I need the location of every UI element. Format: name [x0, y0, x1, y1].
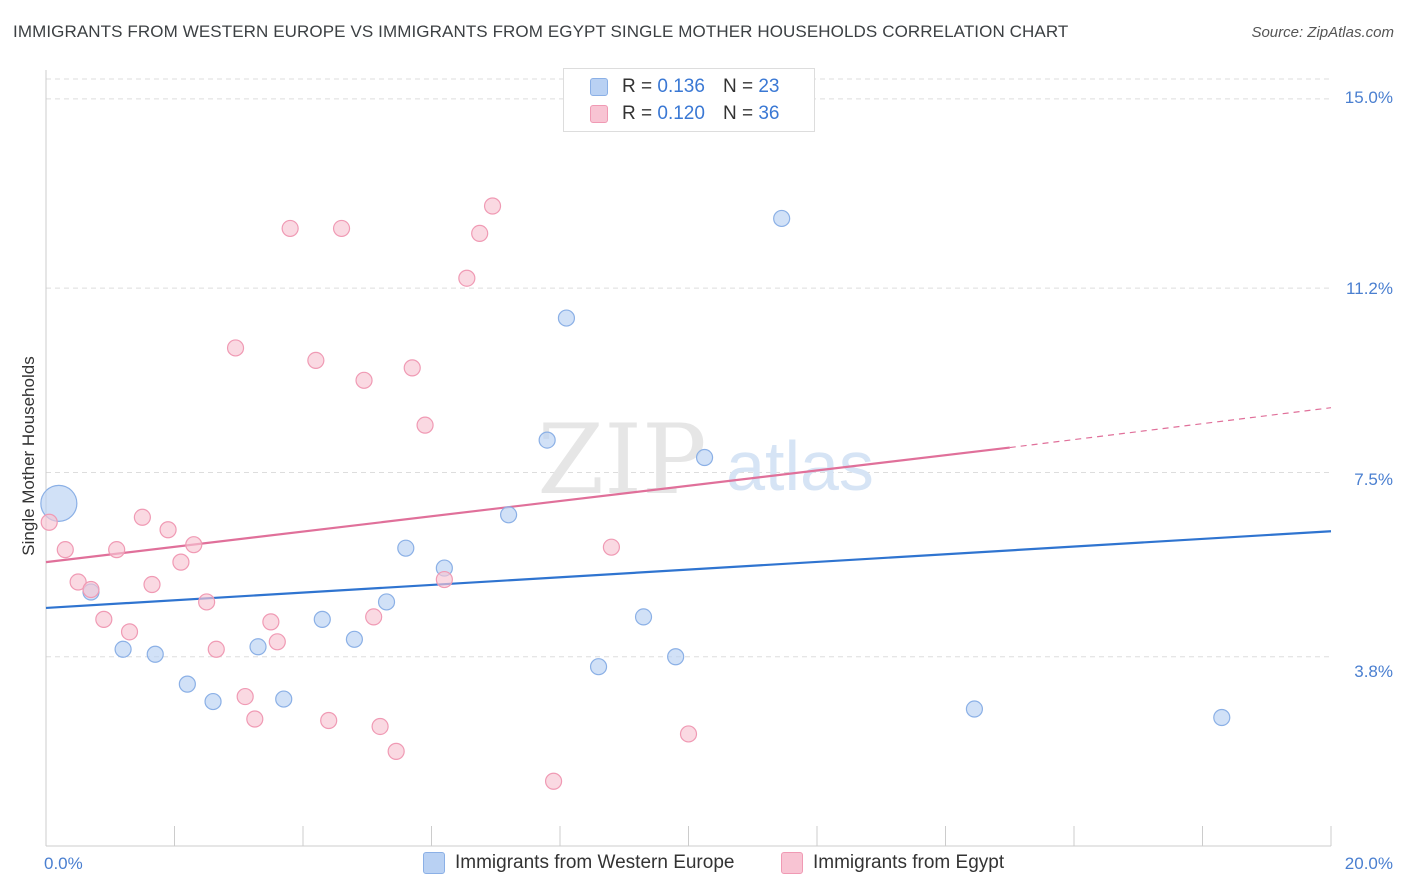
point-western-europe: [695, 448, 714, 467]
legend-item-egypt[interactable]: Immigrants from Egypt: [781, 852, 1004, 874]
point-egypt: [602, 538, 621, 556]
point-egypt: [207, 640, 225, 658]
point-egypt: [332, 219, 351, 238]
point-egypt: [307, 351, 325, 369]
point-western-europe: [249, 638, 267, 656]
point-western-europe: [634, 608, 653, 626]
point-western-europe: [178, 675, 196, 693]
y-tick-label: 3.8%: [1354, 662, 1393, 681]
point-western-europe: [397, 539, 415, 557]
point-western-europe: [1213, 708, 1231, 727]
point-egypt: [56, 541, 74, 559]
point-western-europe: [667, 648, 685, 666]
point-western-europe: [589, 658, 608, 676]
y-tick-label: 15.0%: [1345, 88, 1393, 107]
trend-line-egypt: [45, 446, 1010, 564]
trend-line-egypt-extension: [1009, 407, 1332, 449]
trend-line-western-europe: [45, 530, 1332, 610]
point-egypt: [246, 710, 264, 728]
trend-lines: [45, 407, 1332, 610]
chart-title: IMMIGRANTS FROM WESTERN EUROPE VS IMMIGR…: [13, 22, 1069, 41]
point-egypt: [69, 573, 87, 591]
point-egypt: [143, 575, 161, 594]
point-egypt: [268, 633, 286, 651]
point-egypt: [236, 687, 254, 706]
series-legend: Immigrants from Western Europe Immigrant…: [0, 852, 1406, 878]
y-tick-label: 7.5%: [1354, 470, 1393, 489]
point-western-europe: [313, 610, 331, 628]
point-western-europe: [965, 700, 984, 718]
r-label: R =: [622, 103, 653, 124]
legend-item-western-europe[interactable]: Immigrants from Western Europe: [423, 852, 734, 874]
point-egypt: [355, 371, 373, 389]
axes: [45, 70, 1332, 847]
r-label: R =: [622, 76, 653, 97]
point-egypt: [95, 610, 113, 628]
n-value: 36: [758, 103, 780, 124]
point-western-europe: [538, 431, 556, 449]
y-axis-label: Single Mother Households: [19, 356, 38, 555]
legend-swatch-pink: [590, 105, 608, 123]
point-egypt: [403, 359, 421, 377]
point-egypt: [40, 513, 58, 531]
point-egypt: [365, 608, 383, 626]
point-western-europe: [204, 692, 222, 711]
point-western-europe: [40, 484, 78, 522]
point-western-europe: [773, 209, 791, 228]
point-egypt: [159, 521, 177, 539]
watermark: ZIP atlas: [537, 404, 874, 516]
point-western-europe: [345, 630, 363, 648]
legend-swatch-blue: [423, 852, 445, 874]
point-egypt: [387, 742, 405, 760]
n-label: N =: [722, 76, 754, 97]
n-value: 23: [758, 76, 780, 97]
point-egypt: [120, 623, 139, 641]
stats-legend: R = 0.136 N = 23 R = 0.120 N = 36: [563, 68, 815, 132]
tick-labels: 3.8% 7.5% 11.2% 15.0% 0.0% 20.0%: [44, 88, 1393, 873]
legend-swatch-pink: [781, 852, 803, 874]
point-egypt: [471, 224, 489, 242]
legend-label: Immigrants from Egypt: [813, 852, 1005, 873]
point-egypt: [435, 570, 453, 589]
point-western-europe: [146, 645, 164, 663]
watermark-zip: ZIP: [537, 404, 706, 516]
point-egypt: [281, 219, 299, 238]
point-egypt: [416, 416, 434, 434]
stats-row-egypt: R = 0.120 N = 36: [590, 102, 779, 126]
point-egypt: [320, 711, 338, 730]
r-value: 0.136: [657, 76, 705, 97]
point-egypt: [262, 613, 280, 631]
y-tick-label: 11.2%: [1346, 279, 1393, 298]
point-egypt: [371, 717, 389, 736]
point-egypt: [82, 580, 100, 599]
point-egypt: [133, 508, 151, 526]
point-western-europe: [275, 690, 293, 708]
point-egypt: [226, 339, 245, 357]
x-tick-label: 20.0%: [1345, 854, 1393, 873]
point-egypt: [483, 197, 502, 215]
point-egypt: [172, 553, 190, 571]
point-egypt: [458, 269, 476, 287]
point-egypt: [679, 725, 698, 743]
point-western-europe: [557, 309, 576, 327]
x-tick-label: 0.0%: [44, 854, 83, 873]
point-western-europe: [500, 506, 518, 524]
point-western-europe: [377, 593, 396, 611]
point-egypt: [544, 772, 563, 790]
r-value: 0.120: [657, 103, 705, 124]
legend-label: Immigrants from Western Europe: [455, 852, 735, 873]
data-points: [40, 197, 1231, 790]
stats-row-western-europe: R = 0.136 N = 23: [590, 75, 779, 99]
point-egypt: [198, 593, 216, 611]
source-label: Source: ZipAtlas.com: [1251, 24, 1394, 41]
point-egypt: [185, 536, 203, 554]
n-label: N =: [722, 103, 754, 124]
point-western-europe: [114, 640, 132, 658]
point-egypt: [108, 541, 126, 559]
legend-swatch-blue: [590, 78, 608, 96]
